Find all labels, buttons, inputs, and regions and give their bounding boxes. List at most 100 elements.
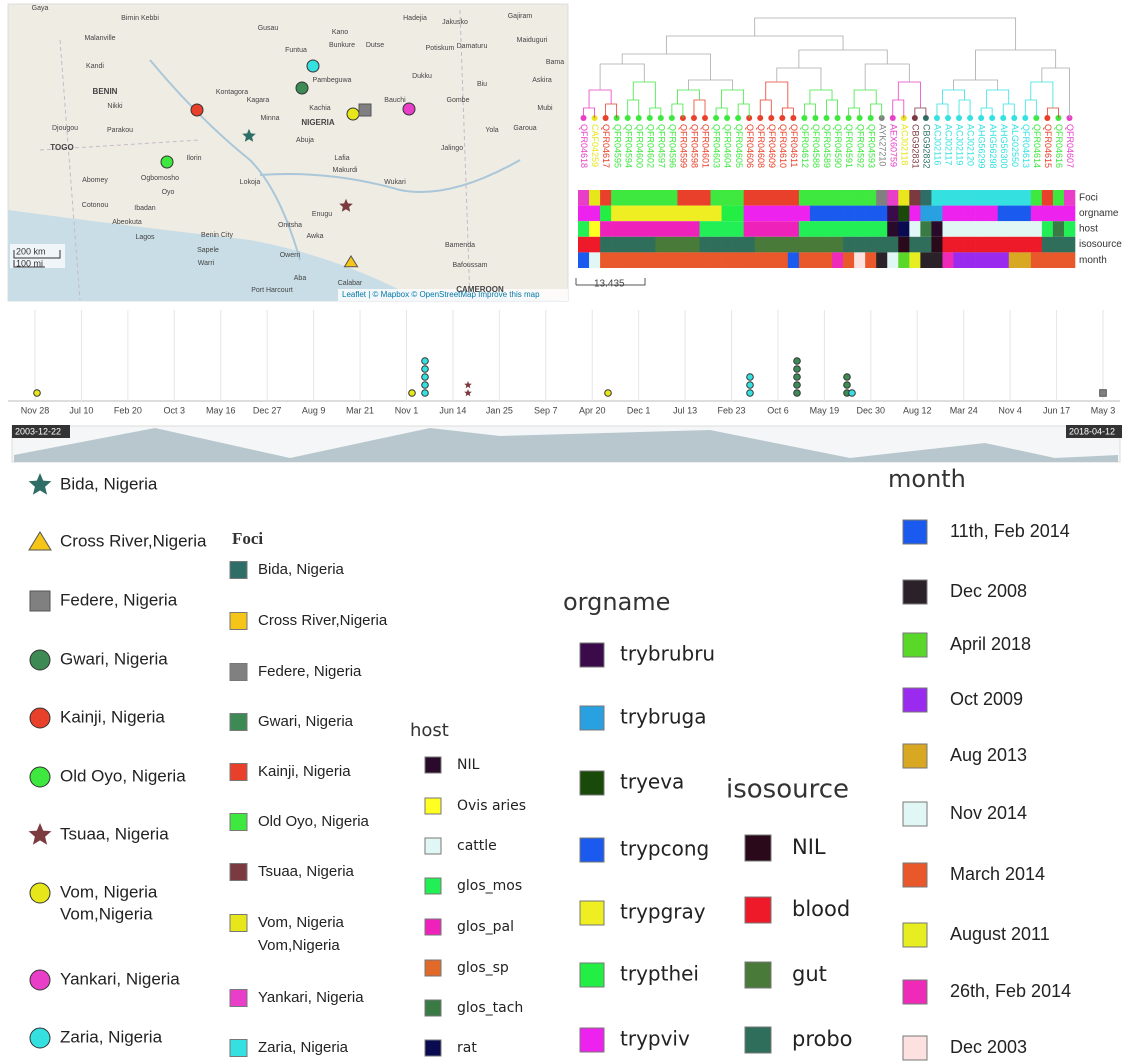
heatmap-cell[interactable]	[920, 190, 931, 206]
legend-swatch[interactable]	[425, 838, 441, 854]
legend-symbol[interactable]	[29, 473, 52, 495]
legend-swatch[interactable]	[745, 1027, 771, 1053]
heatmap-cell[interactable]	[1064, 237, 1075, 253]
heatmap-cell[interactable]	[711, 252, 722, 268]
heatmap-cell[interactable]	[777, 237, 788, 253]
heatmap-cell[interactable]	[965, 252, 976, 268]
legend-swatch[interactable]	[230, 1040, 247, 1057]
map-marker[interactable]	[347, 108, 359, 120]
timeline-event[interactable]	[844, 382, 851, 389]
heatmap-cell[interactable]	[1053, 206, 1064, 222]
heatmap-cell[interactable]	[810, 221, 821, 237]
heatmap-cell[interactable]	[1042, 237, 1053, 253]
legend-swatch[interactable]	[903, 744, 927, 768]
legend-swatch[interactable]	[230, 915, 247, 932]
heatmap-cell[interactable]	[1031, 221, 1042, 237]
legend-swatch[interactable]	[903, 520, 927, 544]
legend-swatch[interactable]	[903, 802, 927, 826]
heatmap-cell[interactable]	[766, 190, 777, 206]
heatmap-cell[interactable]	[987, 190, 998, 206]
heatmap-cell[interactable]	[1009, 206, 1020, 222]
heatmap-cell[interactable]	[622, 252, 633, 268]
timeline-event[interactable]	[422, 366, 429, 373]
map-marker[interactable]	[296, 82, 308, 94]
heatmap-cell[interactable]	[1009, 221, 1020, 237]
heatmap-cell[interactable]	[931, 252, 942, 268]
heatmap-cell[interactable]	[733, 206, 744, 222]
legend-swatch[interactable]	[230, 664, 247, 681]
legend-symbol[interactable]	[29, 823, 52, 845]
heatmap-cell[interactable]	[699, 252, 710, 268]
heatmap-cell[interactable]	[887, 190, 898, 206]
heatmap-cell[interactable]	[832, 206, 843, 222]
timeline-event[interactable]	[422, 382, 429, 389]
heatmap-cell[interactable]	[688, 190, 699, 206]
heatmap-cell[interactable]	[578, 221, 589, 237]
heatmap-cell[interactable]	[810, 206, 821, 222]
heatmap-cell[interactable]	[821, 237, 832, 253]
heatmap-cell[interactable]	[987, 252, 998, 268]
timeline-event[interactable]	[794, 382, 801, 389]
legend-symbol[interactable]	[30, 708, 50, 728]
legend-swatch[interactable]	[425, 798, 441, 814]
legend-swatch[interactable]	[903, 863, 927, 887]
legend-swatch[interactable]	[745, 962, 771, 988]
heatmap-cell[interactable]	[954, 190, 965, 206]
heatmap-cell[interactable]	[744, 237, 755, 253]
heatmap-cell[interactable]	[589, 252, 600, 268]
heatmap-cell[interactable]	[998, 190, 1009, 206]
heatmap-cell[interactable]	[677, 206, 688, 222]
heatmap-cell[interactable]	[898, 237, 909, 253]
heatmap-cell[interactable]	[865, 206, 876, 222]
heatmap-cell[interactable]	[909, 252, 920, 268]
heatmap-cell[interactable]	[644, 206, 655, 222]
heatmap-cell[interactable]	[677, 190, 688, 206]
heatmap-cell[interactable]	[766, 206, 777, 222]
heatmap-cell[interactable]	[1064, 190, 1075, 206]
heatmap-cell[interactable]	[976, 190, 987, 206]
heatmap-cell[interactable]	[954, 252, 965, 268]
heatmap-cell[interactable]	[1053, 221, 1064, 237]
heatmap-cell[interactable]	[843, 221, 854, 237]
heatmap-cell[interactable]	[711, 237, 722, 253]
timeline-event[interactable]	[422, 358, 429, 365]
heatmap-cell[interactable]	[909, 237, 920, 253]
heatmap-cell[interactable]	[600, 221, 611, 237]
heatmap-cell[interactable]	[755, 237, 766, 253]
heatmap-cell[interactable]	[954, 221, 965, 237]
heatmap-cell[interactable]	[766, 221, 777, 237]
heatmap-cell[interactable]	[876, 237, 887, 253]
timeline-event[interactable]	[794, 358, 801, 365]
heatmap-cell[interactable]	[976, 221, 987, 237]
legend-swatch[interactable]	[903, 923, 927, 947]
heatmap-cell[interactable]	[887, 237, 898, 253]
legend-symbol[interactable]	[30, 970, 50, 990]
heatmap-cell[interactable]	[898, 221, 909, 237]
heatmap-cell[interactable]	[931, 237, 942, 253]
heatmap-cell[interactable]	[699, 206, 710, 222]
heatmap-cell[interactable]	[711, 221, 722, 237]
heatmap-cell[interactable]	[887, 206, 898, 222]
heatmap-cell[interactable]	[644, 221, 655, 237]
timeline-event[interactable]	[794, 374, 801, 381]
heatmap-cell[interactable]	[998, 206, 1009, 222]
heatmap-cell[interactable]	[1031, 206, 1042, 222]
map-marker[interactable]	[403, 103, 415, 115]
heatmap-cell[interactable]	[998, 237, 1009, 253]
legend-swatch[interactable]	[903, 688, 927, 712]
legend-swatch[interactable]	[580, 643, 604, 667]
heatmap-cell[interactable]	[854, 190, 865, 206]
heatmap-cell[interactable]	[965, 190, 976, 206]
heatmap-cell[interactable]	[998, 252, 1009, 268]
heatmap-cell[interactable]	[755, 252, 766, 268]
heatmap-cell[interactable]	[699, 190, 710, 206]
legend-swatch[interactable]	[580, 963, 604, 987]
heatmap-cell[interactable]	[832, 221, 843, 237]
legend-swatch[interactable]	[903, 633, 927, 657]
heatmap-cell[interactable]	[788, 206, 799, 222]
heatmap-cell[interactable]	[744, 206, 755, 222]
heatmap-cell[interactable]	[655, 206, 666, 222]
legend-swatch[interactable]	[903, 1036, 927, 1060]
legend-swatch[interactable]	[580, 706, 604, 730]
heatmap-cell[interactable]	[666, 252, 677, 268]
